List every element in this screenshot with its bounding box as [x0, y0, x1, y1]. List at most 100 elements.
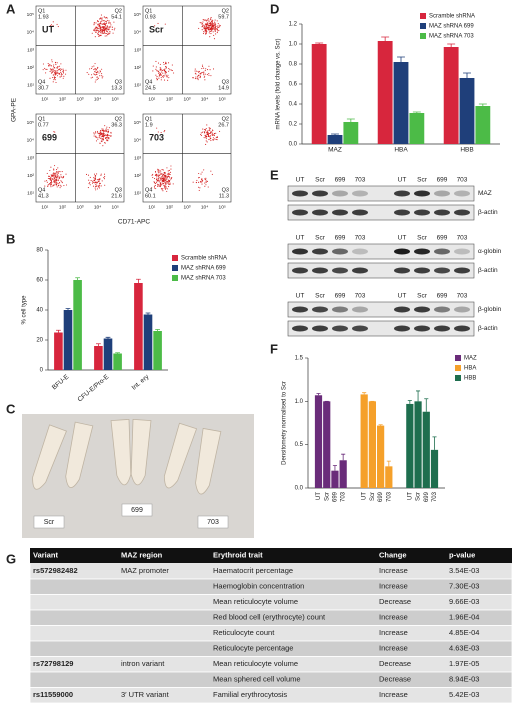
- event-dot: [163, 172, 165, 174]
- event-dot: [153, 181, 155, 183]
- blot-strip: [287, 243, 475, 260]
- event-dot: [199, 76, 202, 78]
- event-dot: [204, 79, 206, 81]
- table-cell: Reticulocyte count: [213, 628, 275, 637]
- event-dot: [203, 169, 205, 171]
- x-tick-label: HBB: [460, 147, 473, 154]
- event-dot: [95, 132, 97, 134]
- event-dot: [218, 30, 220, 32]
- event-dot: [61, 73, 63, 76]
- event-dot: [51, 72, 53, 74]
- event-dot: [212, 25, 214, 27]
- x-tick-label: 699: [378, 491, 384, 502]
- event-dot: [160, 73, 162, 75]
- x-tick-label: HBA: [394, 147, 408, 154]
- x-tick-label: UT: [407, 492, 413, 500]
- event-dot: [205, 180, 207, 182]
- event-dot: [207, 18, 209, 20]
- event-dot: [103, 136, 105, 138]
- event-dot: [217, 26, 219, 28]
- error-bar: [65, 308, 71, 310]
- event-dot: [47, 63, 49, 65]
- event-dot: [211, 28, 213, 30]
- event-dot: [52, 74, 54, 76]
- event-dot: [102, 76, 104, 78]
- event-dot: [107, 140, 109, 142]
- event-dot: [158, 177, 160, 180]
- event-dot: [169, 174, 171, 176]
- error-bar: [407, 400, 412, 404]
- event-dot: [93, 133, 95, 135]
- event-dot: [155, 188, 157, 190]
- blot-label: β-actin: [478, 209, 498, 216]
- y-tick-label: 1.0: [295, 399, 304, 405]
- table-cell: 7.30E-03: [449, 582, 479, 591]
- event-dot: [49, 63, 51, 66]
- event-dot: [96, 27, 98, 29]
- event-dot: [160, 131, 162, 134]
- event-dot: [213, 21, 216, 23]
- quadrant-value: 26.7: [218, 122, 229, 128]
- event-dot: [210, 25, 212, 27]
- event-dot: [93, 173, 96, 175]
- event-dot: [162, 190, 164, 192]
- axis-label: mRNA levels (fold change vs. Scr): [276, 38, 282, 129]
- error-bar: [75, 277, 80, 280]
- event-dot: [56, 186, 58, 188]
- event-dot: [205, 23, 207, 25]
- event-dot: [54, 182, 56, 184]
- event-dot: [159, 174, 161, 176]
- event-dot: [101, 77, 103, 79]
- event-dot: [167, 180, 169, 182]
- event-dot: [93, 28, 95, 30]
- event-dot: [159, 184, 161, 186]
- event-dot: [52, 184, 54, 186]
- event-dot: [212, 31, 214, 33]
- event-dot: [201, 64, 204, 66]
- event-dot: [88, 183, 90, 185]
- lane-label: UT: [296, 293, 305, 300]
- legend-swatch: [420, 13, 426, 19]
- x-tick-label: 10²: [166, 204, 173, 210]
- band: [332, 306, 348, 313]
- event-dot: [99, 70, 101, 72]
- plot-frame: [142, 113, 232, 203]
- event-dot: [212, 134, 214, 136]
- event-dot: [156, 176, 158, 178]
- event-dot: [170, 178, 172, 180]
- legend-label: HBA: [464, 366, 476, 372]
- x-tick-label: 10¹: [148, 204, 155, 210]
- event-dot: [157, 170, 159, 172]
- event-dot: [97, 132, 99, 134]
- region-cell: intron variant: [121, 659, 165, 668]
- event-dot: [53, 165, 56, 167]
- event-dot: [216, 28, 218, 30]
- event-dot: [49, 65, 51, 67]
- event-dot: [55, 176, 57, 178]
- event-dot: [58, 177, 61, 179]
- event-dot: [50, 177, 52, 179]
- event-dot: [58, 72, 61, 74]
- event-dot: [97, 185, 99, 187]
- event-dot: [49, 183, 51, 185]
- band: [312, 325, 328, 332]
- event-dot: [102, 26, 104, 28]
- event-dot: [168, 175, 170, 177]
- error-bar: [416, 390, 421, 402]
- event-dot: [157, 22, 159, 24]
- axis-label: GPA-PE: [11, 97, 18, 122]
- event-dot: [56, 175, 58, 177]
- event-dot: [211, 173, 213, 175]
- event-dot: [206, 30, 208, 32]
- event-dot: [61, 75, 63, 77]
- event-dot: [100, 23, 102, 25]
- event-dot: [52, 178, 54, 181]
- band: [292, 190, 308, 197]
- quadrant-name: Q4: [145, 79, 152, 85]
- event-dot: [216, 136, 218, 138]
- event-dot: [100, 29, 102, 32]
- y-tick-label: 1.0: [289, 42, 298, 48]
- quadrant-name: Q4: [38, 187, 45, 193]
- event-dot: [92, 76, 94, 78]
- event-dot: [107, 129, 109, 131]
